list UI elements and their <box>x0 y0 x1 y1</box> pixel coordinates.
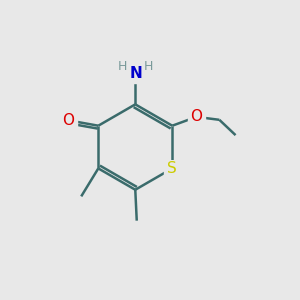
Text: N: N <box>130 66 142 81</box>
Text: O: O <box>62 113 74 128</box>
Text: H: H <box>143 60 153 73</box>
Polygon shape <box>188 110 205 124</box>
Text: H: H <box>118 60 128 73</box>
Polygon shape <box>125 67 146 83</box>
Text: O: O <box>190 110 202 124</box>
Polygon shape <box>164 161 181 176</box>
Polygon shape <box>61 113 77 128</box>
Text: S: S <box>167 161 177 176</box>
